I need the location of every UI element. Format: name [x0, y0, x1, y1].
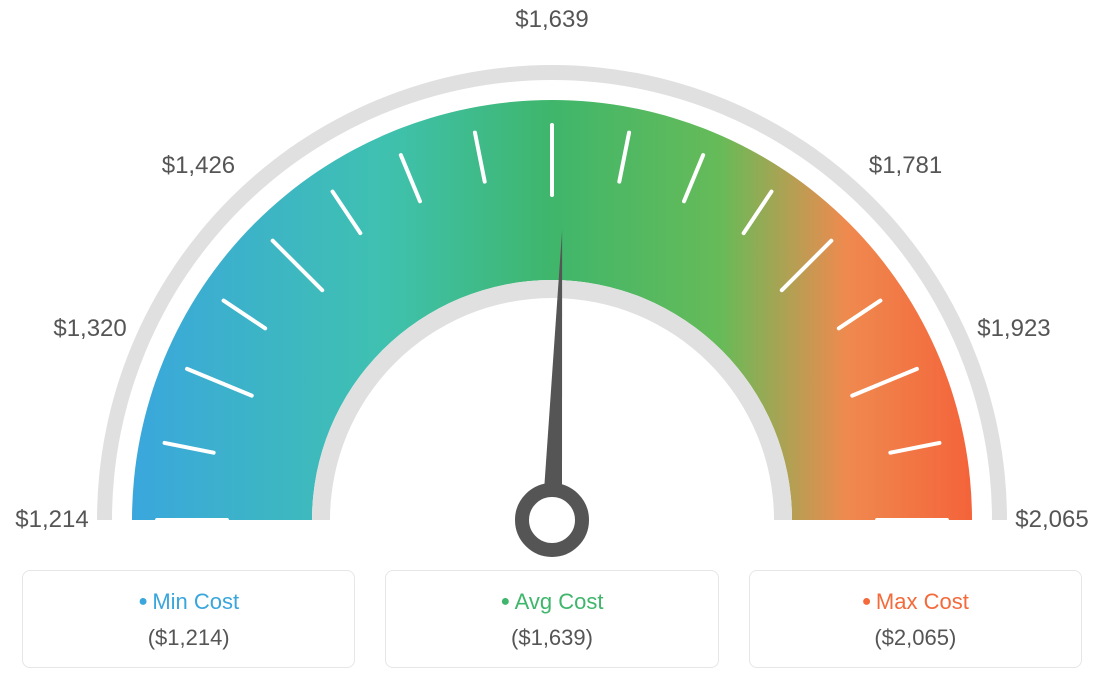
gauge-tick-label: $1,781	[869, 152, 942, 180]
gauge-tick-label: $2,065	[1015, 506, 1088, 534]
gauge-tick-label: $1,426	[162, 152, 235, 180]
gauge-tick-label: $1,320	[53, 315, 126, 343]
gauge-tick-label: $1,639	[515, 6, 588, 34]
legend-card-avg: Avg Cost ($1,639)	[385, 570, 718, 668]
gauge-tick-label: $1,214	[15, 506, 88, 534]
legend-max-value: ($2,065)	[760, 625, 1071, 651]
legend-card-max: Max Cost ($2,065)	[749, 570, 1082, 668]
cost-gauge: $1,214$1,320$1,426$1,639$1,781$1,923$2,0…	[22, 20, 1082, 560]
legend-avg-value: ($1,639)	[396, 625, 707, 651]
legend-card-min: Min Cost ($1,214)	[22, 570, 355, 668]
legend-avg-title: Avg Cost	[396, 589, 707, 615]
legend-min-value: ($1,214)	[33, 625, 344, 651]
legend-max-title: Max Cost	[760, 589, 1071, 615]
gauge-tick-label: $1,923	[977, 315, 1050, 343]
gauge-svg	[22, 20, 1082, 560]
legend-min-title: Min Cost	[33, 589, 344, 615]
legend-row: Min Cost ($1,214) Avg Cost ($1,639) Max …	[22, 570, 1082, 668]
